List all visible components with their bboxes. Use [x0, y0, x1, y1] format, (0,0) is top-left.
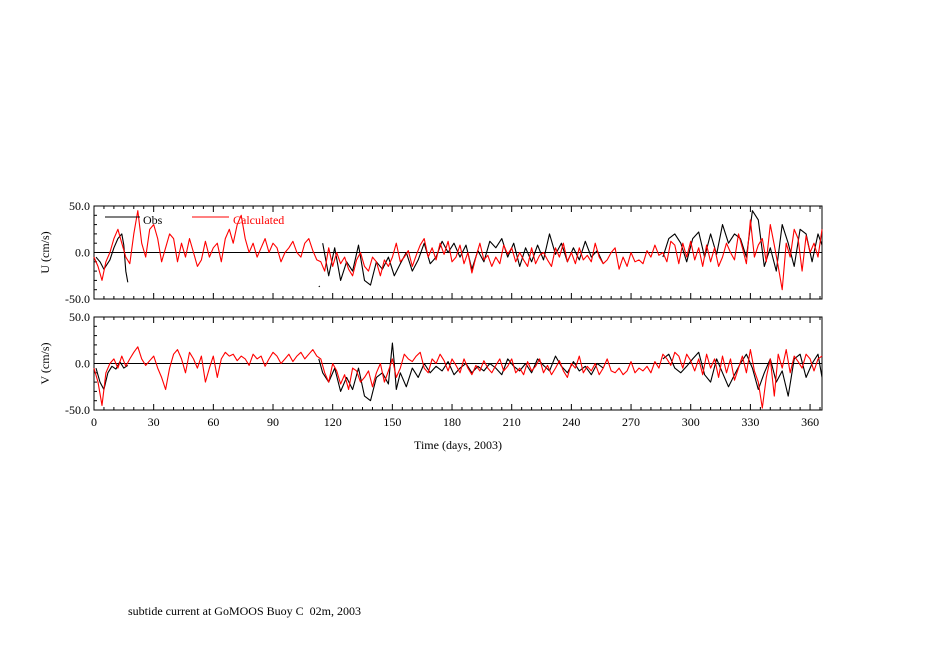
legend: Obs Calculated	[105, 213, 284, 227]
u-panel: 50.0 0.0 -50.0 U (cm/s) Obs Calculated	[38, 199, 823, 306]
legend-obs-label: Obs	[143, 213, 163, 227]
x-tick-label: 210	[503, 415, 521, 429]
x-tick-label: 300	[682, 415, 700, 429]
v-y-tick-label: -50.0	[65, 403, 90, 417]
x-tick-label: 120	[324, 415, 342, 429]
v-series-obs	[95, 361, 129, 391]
u-y-tick-label: 0.0	[75, 246, 90, 260]
x-tick-label: 270	[622, 415, 640, 429]
x-axis-label: Time (days, 2003)	[414, 438, 502, 452]
x-tick-label: 60	[207, 415, 219, 429]
v-series-calculated	[93, 346, 823, 409]
v-axis-label: V (cm/s)	[38, 342, 52, 384]
u-series-obs	[95, 233, 129, 283]
figure-caption: subtide current at GoMOOS Buoy C 02m, 20…	[128, 604, 361, 618]
v-series-obs	[318, 342, 604, 402]
x-tick-label: 330	[741, 415, 759, 429]
u-series-obs	[322, 233, 604, 286]
v-panel: 50.0 0.0 -50.0 V (cm/s) 0 30 60 90 120 150 180 21…	[38, 310, 823, 452]
u-series-obs	[318, 285, 321, 288]
x-tick-label: 360	[801, 415, 819, 429]
v-series-obs	[662, 351, 823, 397]
v-y-tick-label: 50.0	[69, 310, 90, 324]
x-tick-label: 150	[383, 415, 401, 429]
u-series-obs	[662, 210, 823, 272]
x-tick-label: 90	[267, 415, 279, 429]
u-y-tick-label: 50.0	[69, 199, 90, 213]
u-series-calculated	[93, 210, 823, 291]
legend-calculated-label: Calculated	[233, 213, 284, 227]
x-tick-label: 30	[148, 415, 160, 429]
v-y-tick-label: 0.0	[75, 357, 90, 371]
u-axis-label: U (cm/s)	[38, 231, 52, 273]
x-tick-label: 0	[91, 415, 97, 429]
x-tick-label: 240	[562, 415, 580, 429]
x-tick-label: 180	[443, 415, 461, 429]
u-y-tick-label: -50.0	[65, 292, 90, 306]
